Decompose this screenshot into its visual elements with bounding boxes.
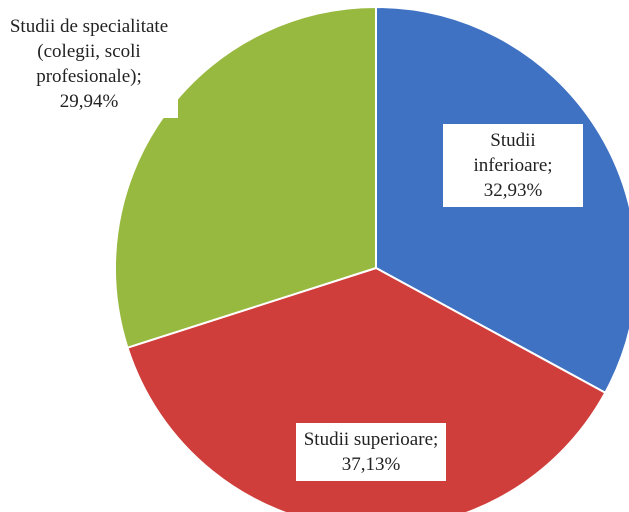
label-value: 37,13% bbox=[341, 454, 401, 475]
label-value: 32,93% bbox=[483, 180, 543, 201]
pie-slice bbox=[126, 266, 607, 512]
data-label: Studii de specialitate (colegii, scoli p… bbox=[0, 10, 178, 118]
data-label: Studii superioare; 37,13% bbox=[296, 423, 446, 481]
label-value: 29,94% bbox=[59, 91, 119, 112]
label-category: Studii inferioare; bbox=[473, 130, 553, 176]
label-category: Studii de specialitate (colegii, scoli p… bbox=[9, 16, 169, 87]
data-label: Studii inferioare; 32,93% bbox=[443, 124, 583, 207]
label-category: Studii superioare; bbox=[303, 429, 439, 450]
